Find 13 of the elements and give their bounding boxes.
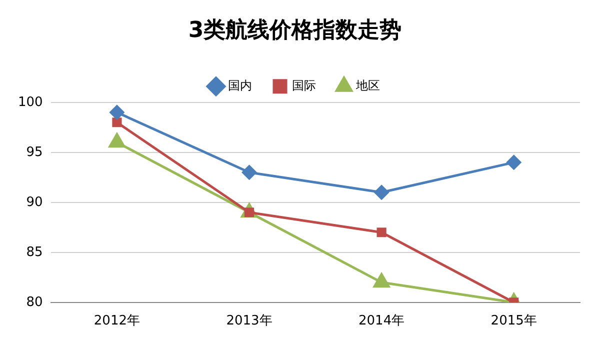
y-tick-label: 95 [26, 144, 43, 160]
legend-label: 地区 [355, 78, 380, 93]
y-tick-label: 90 [26, 194, 43, 210]
y-tick-label: 100 [18, 94, 43, 110]
x-tick-label: 2015年 [490, 314, 537, 329]
legend-label: 国际 [292, 78, 316, 93]
chart-title: 3类航线价格指数走势 [188, 16, 402, 43]
x-tick-label: 2012年 [94, 314, 140, 329]
x-tick-label: 2014年 [358, 314, 405, 329]
x-tick-label: 2013年 [226, 314, 272, 329]
legend-label: 国内 [228, 78, 252, 93]
y-tick-label: 85 [26, 244, 43, 260]
y-tick-label: 80 [26, 294, 43, 310]
